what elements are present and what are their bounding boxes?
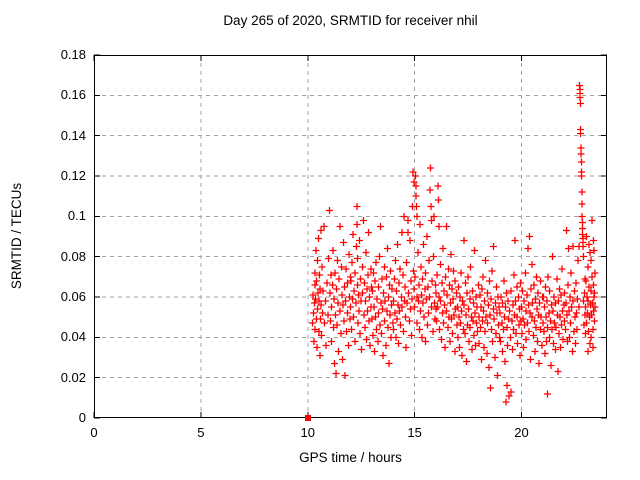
x-tick-label: 20 bbox=[514, 425, 529, 440]
scatter-points bbox=[309, 82, 599, 406]
axis-ticks bbox=[93, 54, 607, 419]
plot-border bbox=[94, 55, 607, 418]
y-tick-label: 0 bbox=[78, 410, 86, 425]
x-tick-label: 0 bbox=[90, 425, 98, 440]
y-tick-label: 0.1 bbox=[67, 208, 86, 224]
y-tick-label: 0.18 bbox=[60, 47, 86, 62]
x-tick-label: 15 bbox=[407, 425, 422, 440]
zero-point-marker bbox=[305, 415, 311, 421]
plot-area bbox=[93, 54, 607, 421]
y-tick-label: 0.16 bbox=[60, 87, 86, 103]
x-axis-label: GPS time / hours bbox=[299, 450, 402, 465]
y-tick-label: 0.06 bbox=[60, 289, 86, 304]
y-tick-label: 0.02 bbox=[60, 369, 86, 385]
y-tick-label: 0.12 bbox=[60, 168, 86, 183]
chart-title: Day 265 of 2020, SRMTID for receiver nhi… bbox=[223, 13, 478, 28]
zero-point-square bbox=[305, 415, 311, 421]
y-axis-label: SRMTID / TECUs bbox=[9, 182, 24, 290]
y-tick-label: 0.14 bbox=[60, 127, 86, 143]
y-tick-label: 0.08 bbox=[60, 248, 86, 264]
x-tick-label: 5 bbox=[197, 425, 205, 440]
y-tick-label: 0.04 bbox=[60, 329, 86, 345]
x-tick-label: 10 bbox=[300, 425, 315, 440]
